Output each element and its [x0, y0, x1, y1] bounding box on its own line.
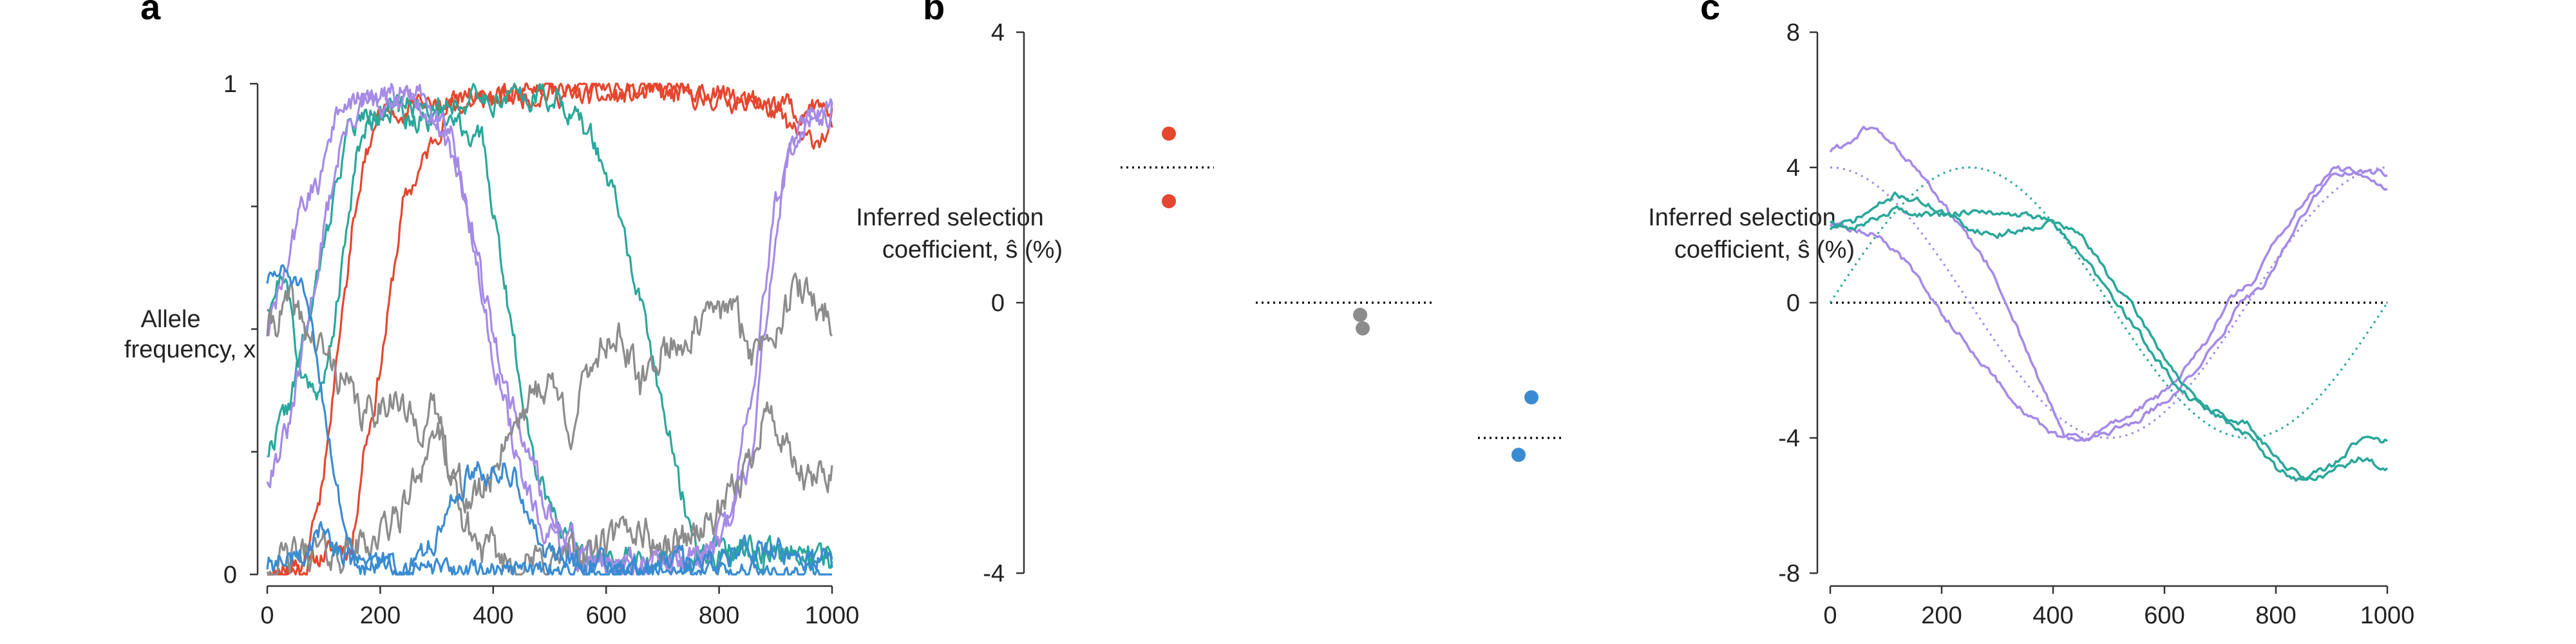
panel-c-inferred-purple-0	[1829, 126, 2388, 442]
panel-a-trajectory-purple-5	[267, 88, 833, 576]
panel-label-c: c	[1700, 0, 1720, 27]
panel-c-ylabel-line2: coefficient, ŝ (%)	[1674, 236, 1855, 263]
panel-b-axes: -4 0 4	[983, 19, 1025, 587]
panel-c-inferred-teal-3	[1829, 205, 2388, 480]
panel-a-trajectory-teal-2	[266, 82, 833, 575]
panel-b-ytick-label: -4	[983, 560, 1005, 587]
panel-a-trajectory-red-1	[267, 82, 833, 576]
panel-c-xtick-label: 1000	[2360, 602, 2415, 629]
panel-a-ytick-label: 0	[223, 562, 237, 589]
panel-a-trajectory-red-0	[267, 82, 833, 576]
panel-a-axes: 0 1 0 200 400 600 800 1000	[223, 71, 859, 629]
panel-b-point-gray	[1353, 307, 1367, 322]
panel-c-ytick-label: -4	[1778, 425, 1800, 452]
panel-label-a: a	[140, 0, 161, 27]
panel-c-inferred-purple-1	[1829, 168, 2388, 442]
panel-b-points-group	[1121, 126, 1565, 462]
panel-a-chart: Allele frequency, x 0 1 0 200 400 600 800 1000	[124, 71, 859, 629]
panel-a-xtick-label: 400	[473, 602, 513, 629]
panel-b-chart: Inferred selection coefficient, ŝ (%) -4…	[856, 19, 1565, 587]
panel-c-ytick-label: 0	[1786, 290, 1800, 317]
panel-b-ylabel-line2: coefficient, ŝ (%)	[882, 236, 1063, 263]
panel-a-ylabel-line2: frequency, x	[124, 336, 256, 363]
panel-c-xtick-label: 800	[2255, 602, 2296, 629]
panel-label-b: b	[923, 0, 945, 27]
panel-a-series-group	[266, 82, 833, 576]
panel-c-inferred-teal-2	[1829, 191, 2389, 482]
panel-b-ytick-label: 4	[991, 19, 1005, 46]
panel-c-chart: Inferred selection coefficient, ŝ (%) -8…	[1648, 19, 2414, 629]
panel-a-trajectory-gray-6	[266, 272, 833, 514]
panel-c-axes: -8 -4 0 4 8 0 200 400 600 800 1000	[1778, 19, 2414, 629]
panel-a-trajectory-blue-9	[266, 460, 833, 576]
panel-c-xtick-label: 600	[2144, 602, 2184, 629]
panel-b-point-gray	[1356, 321, 1370, 336]
panel-c-ytick-label: -8	[1778, 560, 1800, 587]
panel-b-point-blue	[1524, 390, 1539, 404]
panel-a-trajectory-teal-3	[267, 95, 833, 576]
panel-b-ytick-label: 0	[991, 290, 1005, 317]
panel-a-trajectory-gray-7	[266, 401, 833, 576]
panel-a-xtick-label: 0	[260, 602, 274, 629]
panel-b-point-blue	[1511, 448, 1526, 462]
panel-b-point-red	[1162, 126, 1176, 141]
panel-b-ylabel-line1: Inferred selection	[856, 204, 1044, 231]
panel-a-xtick-label: 800	[699, 602, 739, 629]
panel-c-ytick-label: 8	[1786, 19, 1800, 46]
panel-a-trajectory-blue-8	[266, 264, 832, 576]
panel-c-xtick-label: 200	[1921, 602, 1962, 629]
panel-a-xtick-label: 1000	[805, 602, 860, 629]
panel-b-point-red	[1162, 194, 1176, 209]
panel-a-xtick-label: 200	[360, 602, 401, 629]
panel-c-xtick-label: 400	[2032, 602, 2073, 629]
panel-c-xtick-label: 0	[1823, 602, 1837, 629]
panel-c-ylabel-line1: Inferred selection	[1648, 204, 1836, 231]
panel-c-series-group	[1829, 126, 2389, 482]
panel-a-ytick-label: 1	[223, 71, 237, 98]
panel-a-ylabel-line1: Allele	[141, 306, 201, 333]
panel-c-ytick-label: 4	[1786, 155, 1800, 182]
panel-a-xtick-label: 600	[585, 602, 626, 629]
